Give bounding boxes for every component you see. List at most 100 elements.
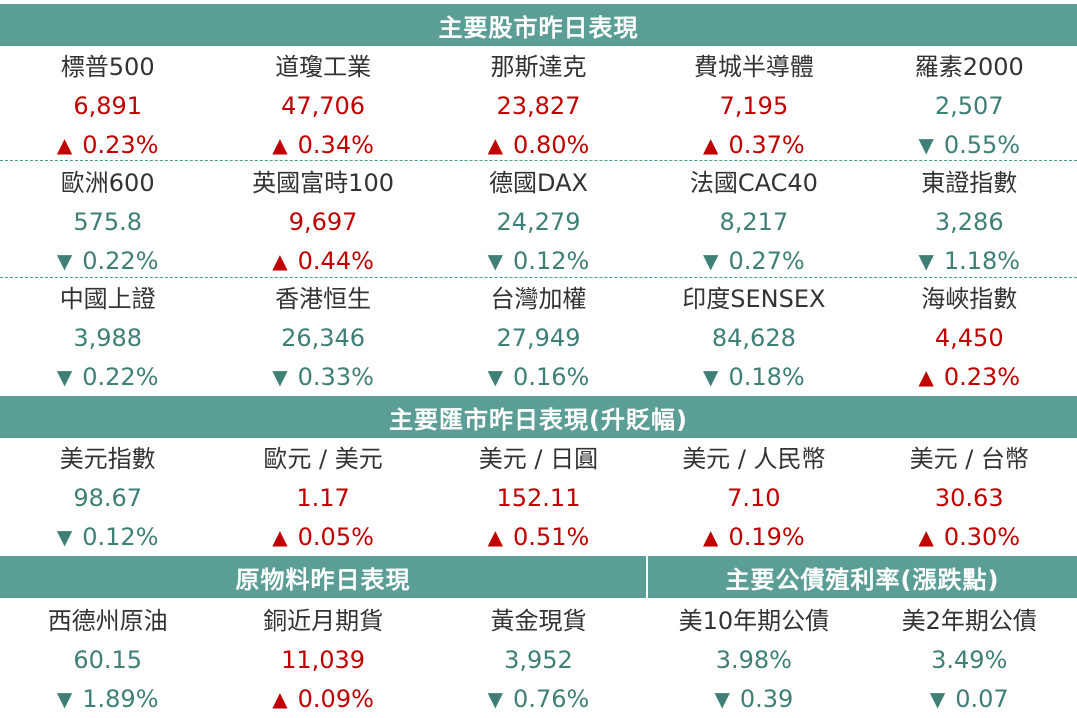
quote-change-value: 0.12% bbox=[513, 247, 590, 275]
quote-name: 美2年期公債 bbox=[901, 607, 1037, 635]
quote-value: 152.11 bbox=[496, 484, 581, 512]
down-triangle-icon: ▼ bbox=[918, 133, 934, 157]
down-triangle-icon: ▼ bbox=[703, 249, 719, 273]
commodities-section-title: 原物料昨日表現 bbox=[235, 565, 411, 594]
quote-value: 60.15 bbox=[73, 646, 143, 674]
up-triangle-icon: ▲ bbox=[272, 133, 288, 157]
quote-value: 30.63 bbox=[934, 484, 1004, 512]
quote-cell: 德國DAX 24,279 ▼ 0.12% bbox=[431, 162, 646, 278]
quote-value: 2,507 bbox=[934, 92, 1004, 120]
quote-name: 法國CAC40 bbox=[689, 169, 818, 197]
quote-change: ▲ 0.19% bbox=[703, 520, 805, 554]
quote-cell: 海峽指數 4,450 ▲ 0.23% bbox=[862, 278, 1077, 394]
quote-change-value: 1.89% bbox=[82, 685, 159, 713]
quote-change: ▼ 0.76% bbox=[488, 682, 590, 716]
quote-cell: 歐元 / 美元 1.17 ▲ 0.05% bbox=[215, 438, 430, 554]
quote-change-value: 0.39 bbox=[739, 685, 794, 713]
quote-value: 26,346 bbox=[281, 324, 366, 352]
quote-change-value: 0.23% bbox=[82, 131, 159, 159]
down-triangle-icon: ▼ bbox=[487, 365, 504, 389]
commodities-section-header: 原物料昨日表現 bbox=[0, 556, 646, 598]
stocks-section-header: 主要股市昨日表現 bbox=[0, 4, 1077, 46]
quote-value: 9,697 bbox=[288, 208, 358, 236]
quote-cell: 東證指數 3,286 ▼ 1.18% bbox=[862, 162, 1077, 278]
quote-name: 美元 / 日圓 bbox=[478, 445, 599, 473]
quote-cell: 美元 / 日圓 152.11 ▲ 0.51% bbox=[431, 438, 646, 554]
quote-change: ▼ 0.33% bbox=[272, 360, 374, 394]
row-divider bbox=[0, 160, 1077, 161]
quote-cell: 黃金現貨 3,952 ▼ 0.76% bbox=[431, 600, 646, 716]
up-triangle-icon: ▲ bbox=[703, 133, 719, 157]
quote-change-value: 0.19% bbox=[728, 523, 805, 551]
quote-name: 黃金現貨 bbox=[490, 607, 587, 635]
quote-change-value: 0.80% bbox=[513, 131, 590, 159]
fx-grid: 美元指數 98.67 ▼ 0.12% 歐元 / 美元 1.17 ▲ 0.05% 美元 / 日圓 1… bbox=[0, 438, 1077, 554]
quote-cell: 那斯達克 23,827 ▲ 0.80% bbox=[431, 46, 646, 162]
quote-cell: 美10年期公債 3.98% ▼ 0.39 bbox=[646, 600, 861, 716]
quote-name: 歐元 / 美元 bbox=[263, 445, 383, 473]
quote-name: 羅素2000 bbox=[914, 53, 1024, 81]
up-triangle-icon: ▲ bbox=[487, 133, 504, 157]
quote-change-value: 0.05% bbox=[297, 523, 374, 551]
down-triangle-icon: ▼ bbox=[56, 687, 73, 711]
down-triangle-icon: ▼ bbox=[56, 365, 73, 389]
fx-section-header: 主要匯市昨日表現(升貶幅) bbox=[0, 396, 1077, 438]
quote-change-value: 0.09% bbox=[297, 685, 374, 713]
quote-change: ▲ 0.37% bbox=[703, 128, 805, 162]
quote-value: 7,195 bbox=[719, 92, 789, 120]
quote-value: 1.17 bbox=[296, 484, 350, 512]
quote-name: 美10年期公債 bbox=[678, 607, 830, 635]
down-triangle-icon: ▼ bbox=[487, 687, 504, 711]
quote-change: ▲ 0.05% bbox=[272, 520, 374, 554]
quote-change: ▲ 0.44% bbox=[272, 244, 374, 278]
up-triangle-icon: ▲ bbox=[703, 525, 719, 549]
quote-change-value: 0.33% bbox=[297, 363, 374, 391]
commodities-bonds-grid: 西德州原油 60.15 ▼ 1.89% 銅近月期貨 11,039 ▲ 0.09% 黃金現貨 3,9… bbox=[0, 600, 1077, 716]
quote-change: ▼ 0.16% bbox=[488, 360, 590, 394]
stocks-grid: 標普500 6,891 ▲ 0.23% 道瓊工業 47,706 ▲ 0.34% 那斯達克 23,8… bbox=[0, 46, 1077, 394]
quote-cell: 美元 / 台幣 30.63 ▲ 0.30% bbox=[862, 438, 1077, 554]
quote-change-value: 0.18% bbox=[728, 363, 805, 391]
quote-value: 84,628 bbox=[711, 324, 796, 352]
quote-change: ▲ 0.23% bbox=[918, 360, 1020, 394]
quote-cell: 標普500 6,891 ▲ 0.23% bbox=[0, 46, 215, 162]
quote-name: 費城半導體 bbox=[693, 53, 814, 81]
quote-value: 98.67 bbox=[73, 484, 143, 512]
quote-change: ▼ 0.12% bbox=[57, 520, 159, 554]
up-triangle-icon: ▲ bbox=[918, 365, 934, 389]
up-triangle-icon: ▲ bbox=[272, 249, 288, 273]
quote-name: 道瓊工業 bbox=[275, 53, 372, 81]
quote-value: 3.98% bbox=[715, 646, 792, 674]
quote-cell: 銅近月期貨 11,039 ▲ 0.09% bbox=[215, 600, 430, 716]
quote-name: 那斯達克 bbox=[490, 53, 587, 81]
quote-change-value: 0.23% bbox=[943, 363, 1021, 391]
quote-value: 6,891 bbox=[73, 92, 143, 120]
quote-change: ▼ 0.27% bbox=[703, 244, 805, 278]
down-triangle-icon: ▼ bbox=[703, 365, 719, 389]
bonds-section-title: 主要公債殖利率(漲跌點) bbox=[725, 565, 1000, 594]
quote-value: 24,279 bbox=[496, 208, 581, 236]
quote-change-value: 0.30% bbox=[943, 523, 1021, 551]
quote-cell: 羅素2000 2,507 ▼ 0.55% bbox=[862, 46, 1077, 162]
quote-change-value: 0.12% bbox=[82, 523, 159, 551]
quote-value: 575.8 bbox=[73, 208, 143, 236]
quote-name: 中國上證 bbox=[59, 285, 156, 313]
quote-name: 美元 / 人民幣 bbox=[682, 445, 826, 473]
down-triangle-icon: ▼ bbox=[487, 249, 504, 273]
quote-change-value: 0.76% bbox=[513, 685, 590, 713]
quote-cell: 英國富時100 9,697 ▲ 0.44% bbox=[215, 162, 430, 278]
quote-value: 7.10 bbox=[727, 484, 781, 512]
quote-change: ▼ 1.89% bbox=[57, 682, 159, 716]
quote-change-value: 0.51% bbox=[513, 523, 590, 551]
quote-change: ▲ 0.51% bbox=[488, 520, 590, 554]
quote-name: 西德州原油 bbox=[47, 607, 168, 635]
quote-change-value: 0.16% bbox=[513, 363, 590, 391]
down-triangle-icon: ▼ bbox=[56, 525, 73, 549]
fx-section-title: 主要匯市昨日表現(升貶幅) bbox=[389, 405, 688, 434]
quote-name: 英國富時100 bbox=[252, 169, 394, 197]
quote-cell: 法國CAC40 8,217 ▼ 0.27% bbox=[646, 162, 861, 278]
quote-name: 德國DAX bbox=[489, 169, 588, 197]
quote-cell: 印度SENSEX 84,628 ▼ 0.18% bbox=[646, 278, 861, 394]
quote-change: ▼ 0.18% bbox=[703, 360, 805, 394]
